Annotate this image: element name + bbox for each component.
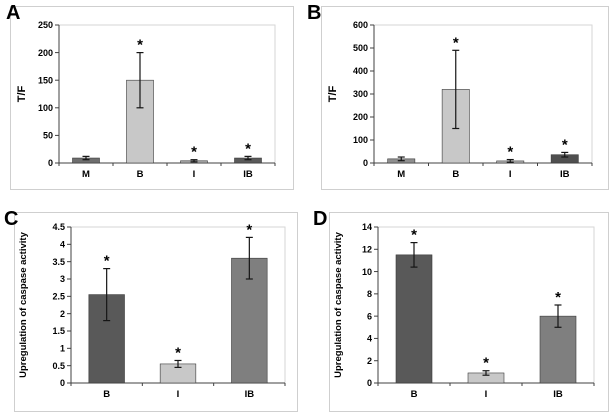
- x-category-label: IB: [245, 389, 255, 400]
- y-tick-label: 150: [38, 75, 53, 85]
- x-category-label: B: [103, 389, 110, 400]
- plot-area-border: [58, 24, 276, 164]
- y-axis-title: Upregulation of caspase activity: [333, 231, 344, 377]
- x-category-label: B: [137, 169, 144, 180]
- y-tick-label: 4: [60, 240, 65, 250]
- x-category-label: B: [411, 389, 418, 400]
- y-tick-label: 100: [38, 103, 53, 113]
- y-tick-label: 300: [353, 89, 368, 99]
- significance-asterisk: *: [453, 34, 459, 51]
- y-tick-label: 100: [353, 135, 368, 145]
- bar-chart-c: 0 0.5 1 1.5 2 2.5 3 3.5 4 4.5 * B * I * IB Upregulation …: [14, 212, 298, 412]
- y-tick-label: 250: [38, 20, 53, 30]
- bar-chart-a: 0 50 100 150 200 250 M * B * I * IB T/F: [10, 6, 294, 190]
- x-category-label: IB: [243, 169, 253, 180]
- y-tick-label: 2: [60, 309, 65, 319]
- y-tick-label: 0.5: [52, 361, 65, 371]
- y-tick-label: 3: [60, 274, 65, 284]
- x-category-label: I: [177, 389, 180, 400]
- y-tick-label: 400: [353, 66, 368, 76]
- panel-a: A 0 50 100 150 200 250 M * B * I * IB T/F: [0, 0, 307, 196]
- significance-asterisk: *: [137, 37, 143, 54]
- x-category-label: M: [82, 169, 90, 180]
- y-tick-label: 2.5: [52, 292, 65, 302]
- significance-asterisk: *: [246, 221, 252, 238]
- y-tick-label: 1.5: [52, 326, 65, 336]
- y-tick-label: 12: [362, 244, 372, 254]
- x-category-label: I: [193, 169, 196, 180]
- panel-label-c: C: [4, 208, 19, 230]
- panel-b: B 0 100 200 300 400 500 600 M * B * I * IB T/F: [307, 0, 614, 196]
- significance-asterisk: *: [483, 355, 489, 372]
- significance-asterisk: *: [191, 144, 197, 161]
- x-category-label: M: [397, 169, 405, 180]
- panel-label-b: B: [307, 2, 322, 24]
- y-tick-label: 0: [60, 378, 65, 388]
- panel-c: C 0 0.5 1 1.5 2 2.5 3 3.5 4 4.5 * B * I * IB Upregulatio…: [0, 196, 307, 418]
- bar-chart-d: 0 2 4 6 8 10 12 14 * B * I * IB Upregulation of caspas…: [329, 212, 609, 412]
- y-tick-label: 14: [362, 222, 372, 232]
- y-axis-title: T/F: [327, 85, 339, 102]
- panel-label-a: A: [6, 2, 21, 24]
- x-category-label: IB: [560, 169, 570, 180]
- y-tick-label: 0: [363, 158, 368, 168]
- panel-d: D 0 2 4 6 8 10 12 14 * B * I * IB Upregulation of casp…: [307, 196, 614, 418]
- panel-label-d: D: [313, 208, 328, 230]
- x-category-label: IB: [553, 389, 563, 400]
- x-category-label: B: [452, 169, 459, 180]
- y-tick-label: 200: [353, 112, 368, 122]
- significance-asterisk: *: [175, 344, 181, 361]
- significance-asterisk: *: [555, 289, 561, 306]
- significance-asterisk: *: [562, 136, 568, 153]
- x-category-label: I: [485, 389, 488, 400]
- plot-area-border: [373, 24, 593, 164]
- y-tick-label: 600: [353, 20, 368, 30]
- y-tick-label: 200: [38, 48, 53, 58]
- significance-asterisk: *: [507, 144, 513, 161]
- significance-asterisk: *: [245, 140, 251, 157]
- significance-asterisk: *: [104, 253, 110, 270]
- y-tick-label: 6: [367, 311, 372, 321]
- y-tick-label: 3.5: [52, 257, 65, 267]
- y-tick-label: 2: [367, 356, 372, 366]
- y-tick-label: 4: [367, 334, 372, 344]
- bar: [395, 254, 433, 384]
- significance-asterisk: *: [411, 227, 417, 244]
- y-axis-title: Upregulation of caspase activity: [18, 231, 29, 377]
- y-tick-label: 4.5: [52, 222, 65, 232]
- y-tick-label: 1: [60, 344, 65, 354]
- x-category-label: I: [509, 169, 512, 180]
- y-tick-label: 500: [353, 43, 368, 53]
- y-tick-label: 0: [48, 158, 53, 168]
- y-axis-title: T/F: [16, 85, 28, 102]
- bar-chart-b: 0 100 200 300 400 500 600 M * B * I * IB T/F: [321, 6, 609, 190]
- y-tick-label: 50: [43, 131, 53, 141]
- y-tick-label: 8: [367, 289, 372, 299]
- y-tick-label: 10: [362, 267, 372, 277]
- y-tick-label: 0: [367, 378, 372, 388]
